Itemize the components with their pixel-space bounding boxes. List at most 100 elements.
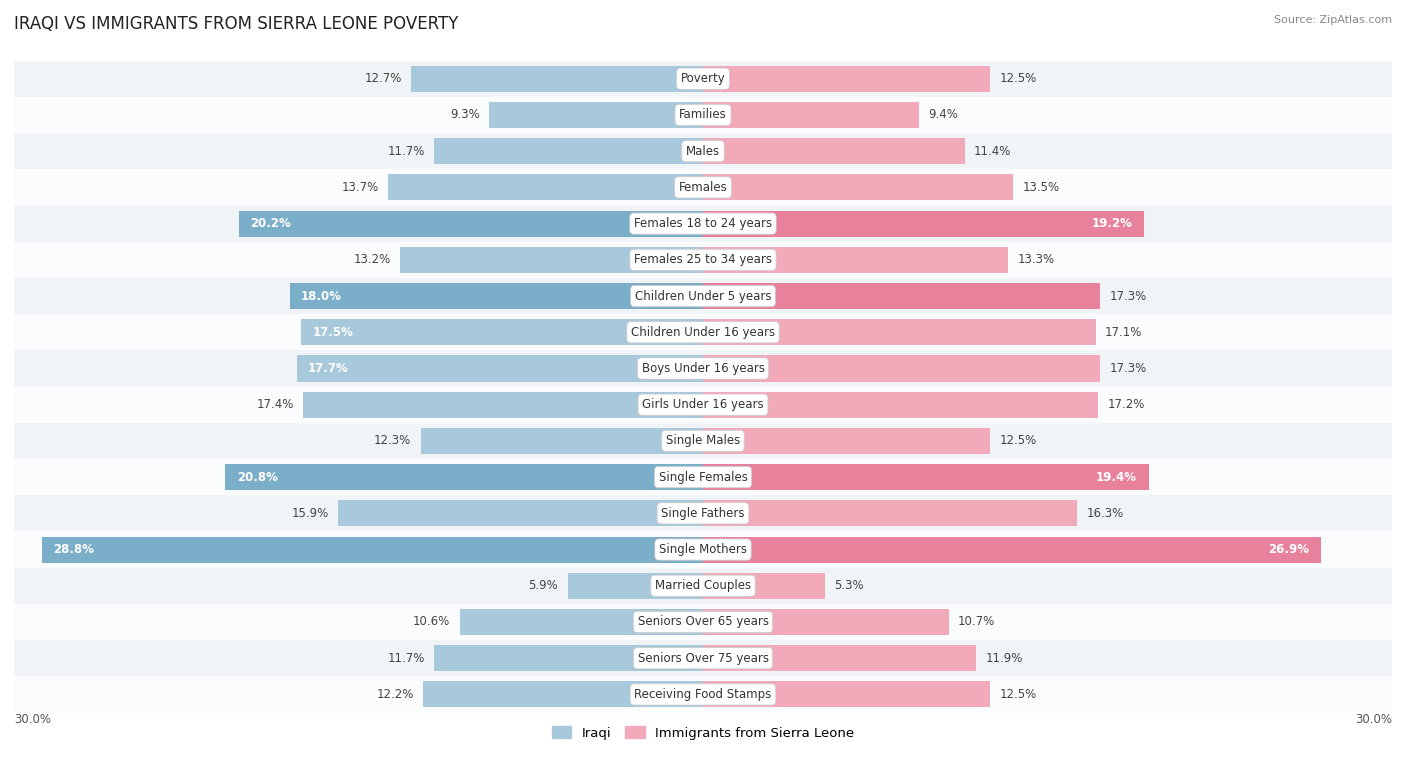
Bar: [225, 464, 703, 490]
Text: 17.7%: 17.7%: [308, 362, 349, 375]
Bar: [703, 319, 1095, 346]
Text: 13.7%: 13.7%: [342, 181, 380, 194]
Text: 15.9%: 15.9%: [291, 507, 329, 520]
Text: 17.4%: 17.4%: [257, 398, 294, 411]
Text: Females 18 to 24 years: Females 18 to 24 years: [634, 217, 772, 230]
Text: 5.3%: 5.3%: [834, 579, 863, 592]
Bar: [460, 609, 703, 635]
Text: Receiving Food Stamps: Receiving Food Stamps: [634, 688, 772, 701]
Bar: [420, 428, 703, 454]
Bar: [239, 211, 703, 236]
Text: 9.3%: 9.3%: [450, 108, 481, 121]
Text: 11.7%: 11.7%: [388, 652, 425, 665]
Text: 13.2%: 13.2%: [353, 253, 391, 266]
Text: 12.3%: 12.3%: [374, 434, 412, 447]
Text: 19.4%: 19.4%: [1097, 471, 1137, 484]
Bar: [399, 247, 703, 273]
Bar: [703, 247, 1008, 273]
Bar: [14, 133, 1392, 169]
Bar: [14, 205, 1392, 242]
Text: Single Males: Single Males: [666, 434, 740, 447]
Text: 5.9%: 5.9%: [529, 579, 558, 592]
Text: 12.5%: 12.5%: [1000, 688, 1036, 701]
Text: 16.3%: 16.3%: [1087, 507, 1123, 520]
Text: 13.3%: 13.3%: [1018, 253, 1054, 266]
Bar: [301, 319, 703, 346]
Bar: [703, 356, 1101, 381]
Bar: [703, 138, 965, 164]
Bar: [703, 283, 1101, 309]
Bar: [489, 102, 703, 128]
Text: 17.2%: 17.2%: [1107, 398, 1144, 411]
Bar: [304, 392, 703, 418]
Text: Source: ZipAtlas.com: Source: ZipAtlas.com: [1274, 15, 1392, 25]
Bar: [703, 537, 1320, 562]
Text: 17.1%: 17.1%: [1105, 326, 1142, 339]
Bar: [337, 500, 703, 526]
Text: Females: Females: [679, 181, 727, 194]
Text: 17.3%: 17.3%: [1109, 362, 1147, 375]
Bar: [14, 531, 1392, 568]
Text: Children Under 16 years: Children Under 16 years: [631, 326, 775, 339]
Text: Girls Under 16 years: Girls Under 16 years: [643, 398, 763, 411]
Text: 11.4%: 11.4%: [974, 145, 1011, 158]
Bar: [14, 350, 1392, 387]
Bar: [42, 537, 703, 562]
Bar: [703, 573, 825, 599]
Text: Males: Males: [686, 145, 720, 158]
Text: 12.5%: 12.5%: [1000, 434, 1036, 447]
Bar: [14, 640, 1392, 676]
Bar: [703, 645, 976, 672]
Bar: [412, 66, 703, 92]
Bar: [14, 676, 1392, 713]
Bar: [703, 392, 1098, 418]
Bar: [703, 428, 990, 454]
Text: 11.9%: 11.9%: [986, 652, 1022, 665]
Text: 10.7%: 10.7%: [957, 615, 995, 628]
Text: 12.7%: 12.7%: [364, 72, 402, 85]
Bar: [290, 283, 703, 309]
Text: 11.7%: 11.7%: [388, 145, 425, 158]
Bar: [703, 609, 949, 635]
Text: 30.0%: 30.0%: [14, 713, 51, 725]
Bar: [14, 242, 1392, 278]
Text: 17.3%: 17.3%: [1109, 290, 1147, 302]
Bar: [703, 174, 1012, 200]
Text: Boys Under 16 years: Boys Under 16 years: [641, 362, 765, 375]
Bar: [297, 356, 703, 381]
Text: 18.0%: 18.0%: [301, 290, 342, 302]
Bar: [14, 314, 1392, 350]
Bar: [703, 500, 1077, 526]
Bar: [14, 387, 1392, 423]
Text: 12.5%: 12.5%: [1000, 72, 1036, 85]
Text: Families: Families: [679, 108, 727, 121]
Text: 13.5%: 13.5%: [1022, 181, 1059, 194]
Text: 26.9%: 26.9%: [1268, 543, 1309, 556]
Bar: [14, 169, 1392, 205]
Bar: [703, 66, 990, 92]
Text: 20.8%: 20.8%: [236, 471, 278, 484]
Text: Single Females: Single Females: [658, 471, 748, 484]
Text: 17.5%: 17.5%: [312, 326, 353, 339]
Bar: [14, 495, 1392, 531]
Bar: [14, 97, 1392, 133]
Text: Seniors Over 75 years: Seniors Over 75 years: [637, 652, 769, 665]
Text: 20.2%: 20.2%: [250, 217, 291, 230]
Text: 19.2%: 19.2%: [1091, 217, 1132, 230]
Bar: [14, 278, 1392, 314]
Text: Seniors Over 65 years: Seniors Over 65 years: [637, 615, 769, 628]
Bar: [14, 459, 1392, 495]
Bar: [568, 573, 703, 599]
Bar: [423, 681, 703, 707]
Bar: [703, 102, 920, 128]
Text: Poverty: Poverty: [681, 72, 725, 85]
Text: IRAQI VS IMMIGRANTS FROM SIERRA LEONE POVERTY: IRAQI VS IMMIGRANTS FROM SIERRA LEONE PO…: [14, 15, 458, 33]
Bar: [703, 211, 1144, 236]
Text: 9.4%: 9.4%: [928, 108, 957, 121]
Text: 28.8%: 28.8%: [53, 543, 94, 556]
Bar: [14, 423, 1392, 459]
Bar: [14, 61, 1392, 97]
Text: Children Under 5 years: Children Under 5 years: [634, 290, 772, 302]
Text: 12.2%: 12.2%: [377, 688, 413, 701]
Bar: [388, 174, 703, 200]
